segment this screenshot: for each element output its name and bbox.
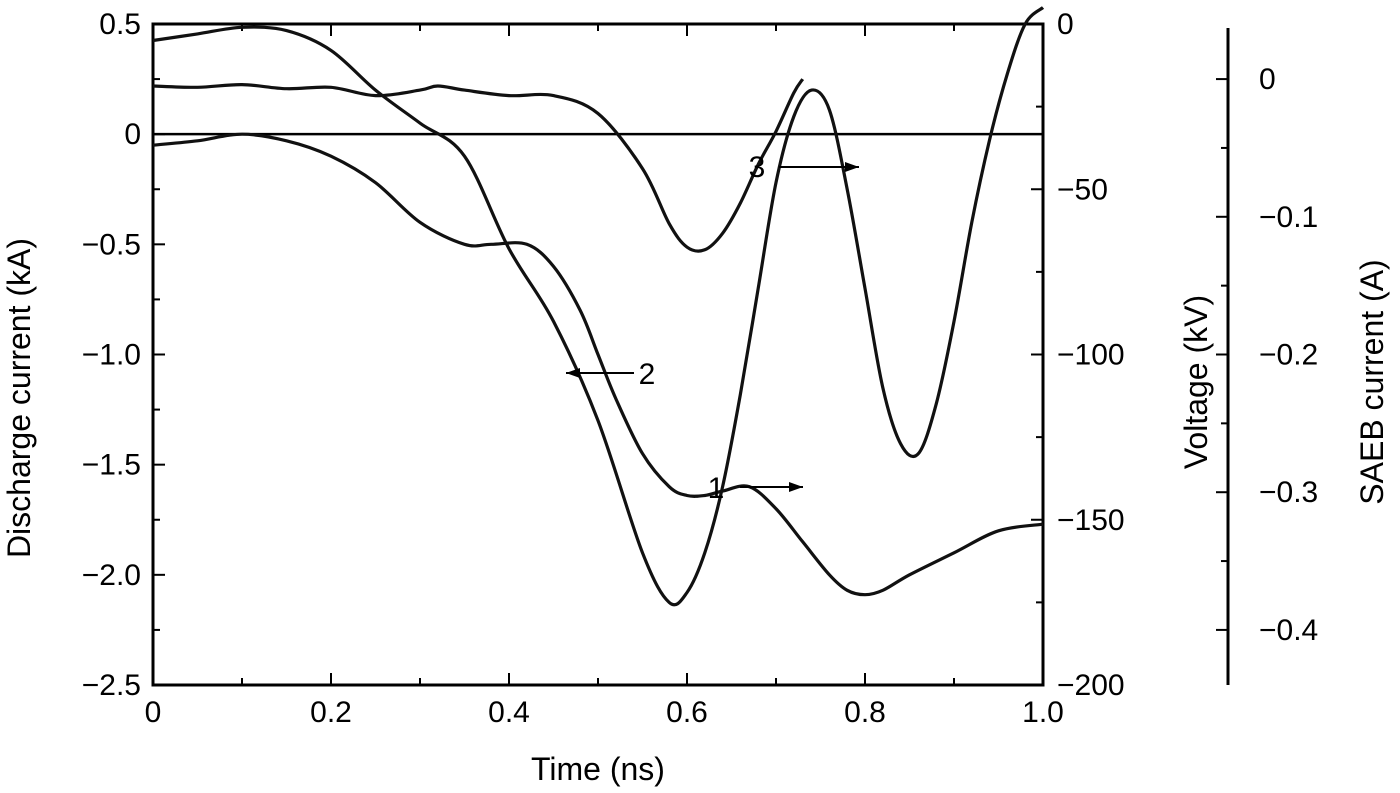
annotations: 1 2 3 [566, 151, 859, 505]
y-left-tick-label: −2.5 [82, 669, 141, 702]
y-left-tick-label: −1.0 [82, 339, 141, 372]
series-line-3 [152, 78, 805, 253]
y-left-tick-label: −1.5 [82, 449, 141, 482]
curve-label-2: 2 [639, 358, 656, 391]
curve-label-3: 3 [749, 151, 766, 184]
y-saeb-tick-label: −0.2 [1259, 339, 1318, 372]
y-voltage-tick-label: −100 [1057, 339, 1125, 372]
axis-tick-labels: 0 0.2 0.4 0.6 0.8 1.0 0.5 0 −0.5 −1.0 −1.5 −2.0 −2.5… [82, 8, 1318, 729]
x-tick-label: 0.4 [488, 696, 530, 729]
series-layer [152, 6, 1045, 607]
x-tick-label: 0.6 [666, 696, 708, 729]
series-line-1 [152, 6, 1045, 607]
y-left-tick-label: −0.5 [82, 228, 141, 261]
y-saeb-tick-label: −0.1 [1259, 201, 1318, 234]
y-left-tick-label: 0 [124, 118, 141, 151]
y-saeb-tick-label: 0 [1259, 63, 1276, 96]
series-line-2 [152, 132, 1044, 597]
y-voltage-tick-label: 0 [1057, 8, 1074, 41]
x-tick-label: 1.0 [1022, 696, 1064, 729]
y-right2-axis-title: SAEB current (A) [1354, 259, 1390, 504]
y-left-axis-title: Discharge current (kA) [1, 238, 37, 558]
y-voltage-tick-label: −200 [1057, 669, 1125, 702]
y-saeb-tick-label: −0.4 [1259, 614, 1318, 647]
x-axis-title: Time (ns) [531, 751, 665, 787]
arrow-head-3 [845, 162, 859, 172]
y-left-tick-label: −2.0 [82, 559, 141, 592]
arrow-head-1 [789, 482, 803, 492]
curve-label-1: 1 [708, 472, 725, 505]
y-left-tick-label: 0.5 [99, 8, 141, 41]
axis-ticks [152, 23, 1228, 686]
y-saeb-tick-label: −0.3 [1259, 476, 1318, 509]
y-voltage-tick-label: −150 [1057, 504, 1125, 537]
y-right1-axis-title: Voltage (kV) [1178, 295, 1214, 469]
y-voltage-tick-label: −50 [1057, 173, 1108, 206]
x-tick-label: 0.8 [844, 696, 886, 729]
x-tick-label: 0.2 [310, 696, 352, 729]
arrow-head-2 [566, 368, 580, 378]
x-tick-label: 0 [145, 696, 162, 729]
